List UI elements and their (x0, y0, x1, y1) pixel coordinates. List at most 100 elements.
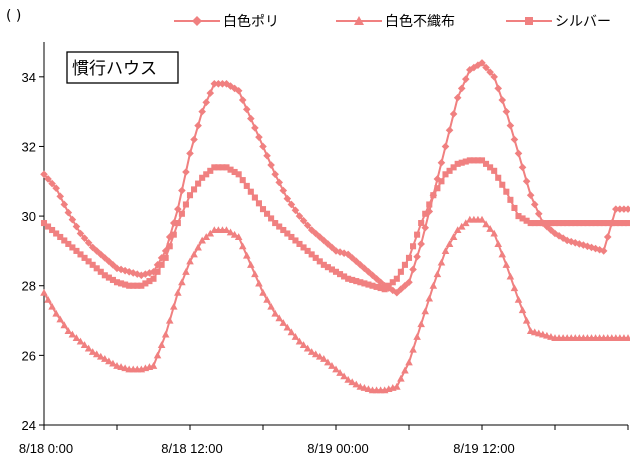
data-point (223, 164, 230, 171)
data-point (109, 359, 117, 367)
data-point (417, 320, 425, 328)
data-point (345, 275, 352, 282)
data-point (207, 167, 214, 174)
data-point (211, 164, 218, 171)
series-line (43, 218, 628, 392)
data-point (267, 302, 275, 310)
data-point (275, 178, 284, 187)
data-point (259, 206, 267, 213)
data-point (137, 271, 146, 280)
data-point (518, 306, 527, 314)
data-point (296, 240, 303, 247)
data-point (340, 249, 348, 258)
data-point (52, 309, 60, 317)
data-point (393, 382, 401, 390)
data-point (324, 240, 332, 248)
data-point (118, 280, 125, 287)
data-point (510, 284, 519, 292)
data-point (457, 222, 466, 230)
data-point (624, 205, 630, 213)
data-point (315, 352, 324, 360)
data-point (126, 282, 133, 289)
data-point (44, 175, 52, 183)
data-point (97, 268, 104, 275)
data-point (324, 264, 331, 271)
data-point (373, 283, 380, 290)
data-point (461, 75, 470, 83)
data-point (178, 210, 185, 217)
data-point (462, 158, 469, 165)
y-tick-label: 32 (22, 139, 36, 154)
data-point (93, 265, 100, 272)
data-point (312, 254, 319, 261)
data-point (130, 282, 137, 289)
data-point (535, 220, 542, 227)
data-point (242, 105, 251, 114)
data-point (199, 174, 206, 181)
data-point (96, 250, 105, 259)
data-point (401, 366, 409, 374)
data-point (401, 261, 408, 268)
data-point (210, 79, 219, 88)
data-point (40, 220, 48, 227)
series-markers (40, 157, 630, 293)
data-point (64, 208, 73, 217)
data-point (604, 220, 611, 227)
annotation-frame (66, 51, 179, 84)
data-point (311, 350, 320, 358)
data-point (519, 215, 526, 222)
data-point (271, 309, 279, 317)
data-point (150, 275, 157, 282)
y-tick-label: 24 (22, 418, 36, 433)
data-point (142, 280, 149, 287)
data-point (234, 233, 243, 241)
data-point (483, 160, 490, 167)
data-point (616, 205, 624, 213)
data-point (295, 337, 304, 345)
data-point (133, 270, 142, 278)
data-point (433, 175, 442, 183)
data-point (304, 247, 311, 254)
data-point (40, 170, 48, 179)
data-point (503, 188, 510, 195)
data-point (458, 159, 465, 166)
data-point (426, 201, 433, 208)
legend-marker (525, 17, 533, 25)
data-point (336, 368, 344, 376)
data-point (92, 350, 101, 358)
data-point (157, 341, 166, 348)
data-point (511, 204, 518, 212)
data-point (612, 205, 620, 213)
data-point (369, 282, 376, 289)
data-point (81, 254, 88, 261)
data-point (251, 194, 258, 201)
series-markers (40, 215, 630, 394)
data-point (380, 281, 389, 290)
data-point (502, 107, 511, 116)
y-tick-label: 28 (22, 279, 36, 294)
data-point (174, 205, 182, 213)
data-point (442, 171, 449, 178)
data-point (320, 261, 327, 268)
data-point (603, 233, 612, 241)
data-point (105, 357, 113, 365)
data-point (352, 257, 361, 266)
data-point (482, 220, 490, 228)
data-point (580, 220, 587, 227)
data-point (231, 168, 238, 176)
data-point (377, 285, 384, 292)
data-point (101, 355, 109, 362)
data-point (478, 215, 486, 223)
data-point (551, 229, 559, 238)
data-point (60, 200, 69, 209)
data-point (158, 261, 165, 268)
data-point (336, 248, 344, 256)
data-point (531, 220, 538, 227)
data-point (332, 268, 340, 275)
data-point (122, 281, 129, 288)
data-point (295, 212, 304, 220)
data-point (182, 168, 190, 176)
data-point (162, 254, 169, 261)
data-point (145, 269, 154, 277)
